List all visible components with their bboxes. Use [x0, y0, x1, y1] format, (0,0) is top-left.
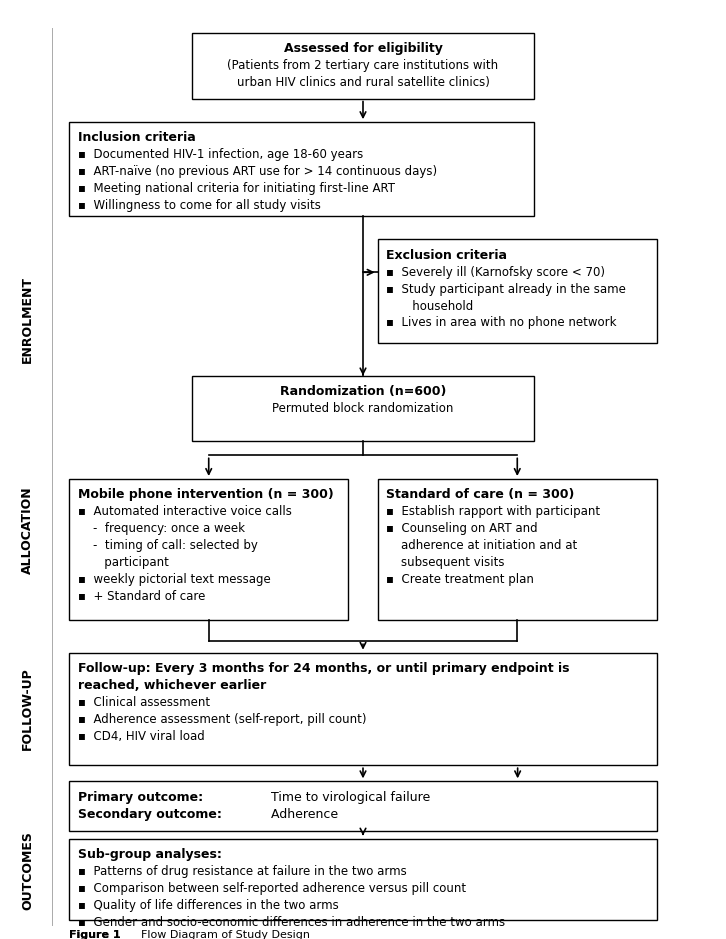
Text: participant: participant — [78, 556, 168, 569]
Text: ▪  Automated interactive voice calls: ▪ Automated interactive voice calls — [78, 505, 292, 518]
Text: ▪  Severely ill (Karnofsky score < 70): ▪ Severely ill (Karnofsky score < 70) — [386, 266, 605, 279]
Text: ALLOCATION: ALLOCATION — [21, 486, 34, 575]
Text: -  frequency: once a week: - frequency: once a week — [78, 522, 245, 535]
Text: ▪  Comparison between self-reported adherence versus pill count: ▪ Comparison between self-reported adher… — [78, 882, 466, 895]
Text: ▪  + Standard of care: ▪ + Standard of care — [78, 590, 205, 603]
Text: ▪  Clinical assessment: ▪ Clinical assessment — [78, 696, 210, 709]
Text: OUTCOMES: OUTCOMES — [21, 831, 34, 910]
Text: ▪  Meeting national criteria for initiating first-line ART: ▪ Meeting national criteria for initiati… — [78, 182, 395, 195]
Text: Flow Diagram of Study Design: Flow Diagram of Study Design — [141, 930, 309, 939]
Text: adherence at initiation and at: adherence at initiation and at — [386, 539, 577, 552]
Text: urban HIV clinics and rural satellite clinics): urban HIV clinics and rural satellite cl… — [237, 76, 489, 89]
Text: Figure 1 Flow Diagram of Study Design: Figure 1 Flow Diagram of Study Design — [69, 930, 286, 939]
Text: ▪  Quality of life differences in the two arms: ▪ Quality of life differences in the two… — [78, 899, 338, 912]
Text: ▪  Adherence assessment (self-report, pill count): ▪ Adherence assessment (self-report, pil… — [78, 713, 366, 726]
Text: ▪  CD4, HIV viral load: ▪ CD4, HIV viral load — [78, 730, 205, 743]
Text: ▪  Willingness to come for all study visits: ▪ Willingness to come for all study visi… — [78, 199, 321, 212]
Text: FOLLOW-UP: FOLLOW-UP — [21, 668, 34, 750]
Text: Primary outcome:: Primary outcome: — [78, 791, 203, 804]
Text: Adherence: Adherence — [264, 808, 338, 821]
Text: Exclusion criteria: Exclusion criteria — [386, 249, 507, 262]
Text: Standard of care (n = 300): Standard of care (n = 300) — [386, 488, 574, 501]
Bar — [69, 653, 657, 765]
Text: Time to virological failure: Time to virological failure — [239, 791, 431, 804]
Bar — [69, 781, 657, 831]
Text: ▪  ART-naïve (no previous ART use for > 14 continuous days): ▪ ART-naïve (no previous ART use for > 1… — [78, 165, 437, 178]
Text: Assessed for eligibility: Assessed for eligibility — [284, 42, 442, 55]
Text: Follow-up: Every 3 months for 24 months, or until primary endpoint is: Follow-up: Every 3 months for 24 months,… — [78, 662, 569, 675]
Bar — [69, 479, 348, 620]
Text: ▪  Study participant already in the same: ▪ Study participant already in the same — [386, 283, 626, 296]
Bar — [69, 839, 657, 920]
Text: Sub-group analyses:: Sub-group analyses: — [78, 848, 221, 861]
Text: Randomization (n=600): Randomization (n=600) — [280, 385, 446, 398]
Text: Permuted block randomization: Permuted block randomization — [272, 402, 454, 415]
Text: Figure 1: Figure 1 — [69, 930, 124, 939]
Bar — [69, 122, 534, 216]
Text: household: household — [386, 300, 473, 313]
Bar — [378, 239, 657, 343]
Text: ▪  Documented HIV-1 infection, age 18-60 years: ▪ Documented HIV-1 infection, age 18-60 … — [78, 148, 363, 162]
Text: reached, whichever earlier: reached, whichever earlier — [78, 679, 266, 692]
Text: Inclusion criteria: Inclusion criteria — [78, 131, 195, 145]
Text: -  timing of call: selected by: - timing of call: selected by — [78, 539, 258, 552]
Text: ▪  weekly pictorial text message: ▪ weekly pictorial text message — [78, 573, 270, 586]
Text: Mobile phone intervention (n = 300): Mobile phone intervention (n = 300) — [78, 488, 333, 501]
Bar — [192, 33, 534, 99]
Text: Secondary outcome:: Secondary outcome: — [78, 808, 221, 821]
Text: ENROLMENT: ENROLMENT — [21, 276, 34, 362]
Text: Figure 1: Figure 1 — [69, 930, 124, 939]
Text: subsequent visits: subsequent visits — [386, 556, 505, 569]
Text: ▪  Create treatment plan: ▪ Create treatment plan — [386, 573, 534, 586]
Text: ▪  Lives in area with no phone network: ▪ Lives in area with no phone network — [386, 316, 616, 330]
Bar — [378, 479, 657, 620]
Text: ▪  Gender and socio-economic differences in adherence in the two arms: ▪ Gender and socio-economic differences … — [78, 916, 505, 929]
Text: (Patients from 2 tertiary care institutions with: (Patients from 2 tertiary care instituti… — [227, 59, 499, 72]
Text: ▪  Counseling on ART and: ▪ Counseling on ART and — [386, 522, 538, 535]
Bar — [192, 376, 534, 441]
Text: ▪  Patterns of drug resistance at failure in the two arms: ▪ Patterns of drug resistance at failure… — [78, 865, 407, 878]
Text: ▪  Establish rapport with participant: ▪ Establish rapport with participant — [386, 505, 600, 518]
